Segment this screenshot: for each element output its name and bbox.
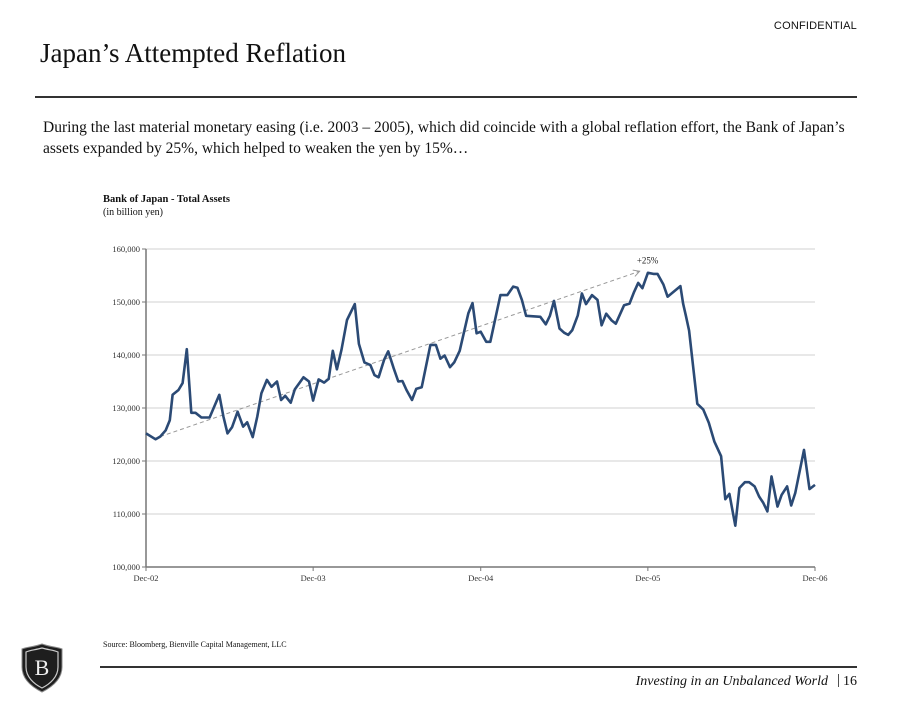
trend-arrowhead [632,269,641,277]
y-tick-label: 100,000 [112,562,140,572]
trend-line [160,270,640,438]
x-tick-label: Dec-03 [301,573,326,583]
title-divider [35,96,857,98]
page-title: Japan’s Attempted Reflation [40,38,346,68]
grid-lines [146,248,815,515]
page-number: 16 [843,674,857,689]
trend-arrow: +25% [160,255,659,438]
x-tick-label: Dec-05 [635,573,660,583]
confidential-label: CONFIDENTIAL [773,20,857,32]
y-tick-label: 150,000 [112,297,140,307]
x-tick-label: Dec-06 [802,573,827,583]
svg-text:B: B [35,655,50,680]
footer-tagline: Investing in an Unbalanced World [635,674,828,689]
y-tick-label: 110,000 [113,509,140,519]
source-note: Source: Bloomberg, Bienville Capital Man… [103,640,287,649]
company-logo-shield-icon: B [21,643,63,693]
x-tick-label: Dec-04 [468,573,494,583]
chart-unit-label: (in billion yen) [103,207,163,218]
footer-separator: | [836,672,840,688]
series-line-total-assets [145,271,816,527]
y-tick-label: 130,000 [112,403,140,413]
page-subtitle: During the last material monetary easing… [43,119,845,157]
y-tick-label: 140,000 [112,350,140,360]
x-axis: Dec-02 Dec-03 Dec-04 Dec-05 Dec-06 [133,566,828,583]
chart-title: Bank of Japan - Total Assets [103,194,230,205]
y-tick-label: 120,000 [112,456,140,466]
footer-divider [100,666,857,668]
y-tick-label: 160,000 [112,244,140,254]
x-tick-label: Dec-02 [133,573,158,583]
trend-label: +25% [637,255,659,265]
y-axis: 100,000 110,000 120,000 130,000 140,000 150,0… [112,244,147,572]
